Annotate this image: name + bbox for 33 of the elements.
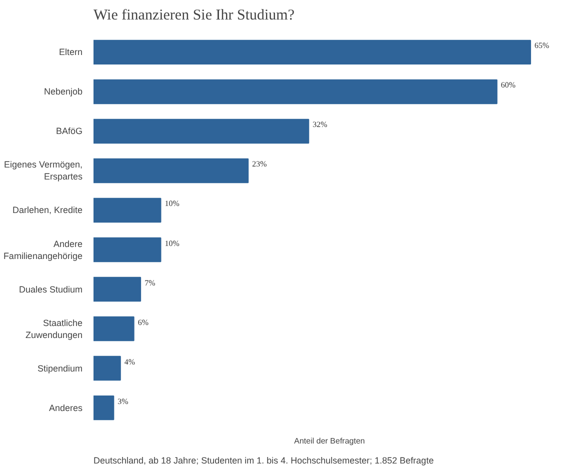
y-tick-label: BAföG [56, 126, 83, 136]
y-tick-label: Eltern [58, 47, 83, 58]
data-label: 23% [252, 160, 268, 169]
bar [94, 40, 532, 65]
data-label: 32% [312, 120, 328, 130]
data-label: 7% [144, 278, 156, 288]
bar [94, 118, 310, 144]
bar [94, 158, 249, 184]
y-tick-label: Duales Studium [18, 284, 83, 294]
data-label: 3% [118, 396, 129, 406]
y-tick-label: Darlehen, Kredite [12, 205, 83, 216]
data-label: 10% [164, 238, 180, 248]
bar [94, 316, 134, 342]
x-axis-title: Anteil der Befragten [294, 436, 365, 446]
data-label: 4% [124, 357, 136, 366]
y-tick-label: Eigenes Vermögen, Erspartes [4, 160, 83, 182]
bar [94, 198, 162, 223]
bar [94, 395, 114, 420]
data-label: 65% [534, 41, 550, 50]
bar [94, 276, 142, 302]
bar [94, 356, 121, 381]
y-tick-label: Staatliche Zuwendungen [25, 318, 83, 340]
y-tick-label: Nebenjob [44, 86, 82, 97]
y-tick-label: Stipendium [37, 363, 83, 374]
y-tick-label: Andere Familienangehörige [3, 238, 83, 261]
y-tick-label: Anderes [48, 402, 83, 413]
data-label: 6% [138, 318, 149, 327]
chart-title: Wie finanzieren Sie Ihr Studium? [94, 8, 295, 24]
bar [94, 79, 498, 104]
bar [94, 237, 162, 262]
data-label: 60% [500, 80, 516, 90]
text: Deutschland, ab 18 Jahre; Studenten im 1. bis 4. Hochschulsemester; 1.852 Befragte [94, 456, 434, 466]
data-label: 10% [164, 199, 180, 208]
